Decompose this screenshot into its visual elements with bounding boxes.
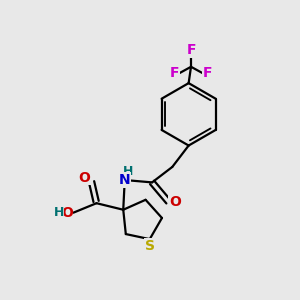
- Text: N: N: [119, 173, 130, 187]
- Text: H: H: [122, 165, 133, 178]
- Text: O: O: [169, 195, 181, 209]
- Text: F: F: [202, 66, 212, 80]
- Text: F: F: [186, 43, 196, 57]
- Text: N: N: [118, 172, 131, 188]
- Text: F: F: [203, 67, 212, 80]
- Text: F: F: [170, 66, 179, 80]
- Text: O: O: [78, 170, 91, 185]
- Text: F: F: [187, 43, 196, 56]
- Text: O: O: [79, 171, 91, 184]
- Text: S: S: [145, 238, 155, 253]
- Text: S: S: [145, 239, 155, 253]
- Text: H: H: [53, 206, 64, 219]
- Text: O: O: [61, 206, 73, 220]
- Text: H: H: [122, 165, 133, 178]
- Text: O: O: [169, 194, 181, 209]
- Text: H: H: [53, 206, 64, 219]
- Text: F: F: [170, 67, 179, 80]
- Text: O: O: [60, 205, 73, 220]
